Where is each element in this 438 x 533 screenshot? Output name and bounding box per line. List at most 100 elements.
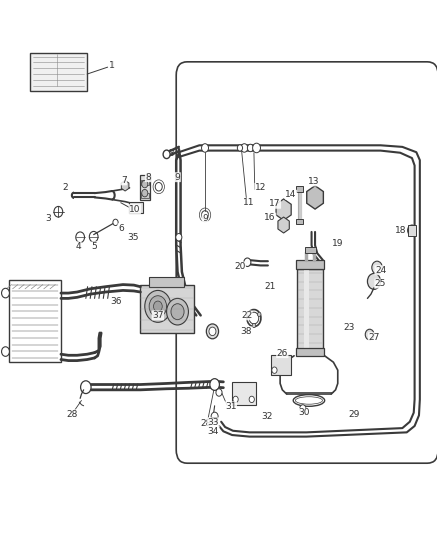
Circle shape bbox=[201, 211, 208, 219]
Text: 18: 18 bbox=[395, 226, 406, 235]
Circle shape bbox=[279, 204, 288, 215]
Text: 3: 3 bbox=[45, 214, 51, 223]
Bar bbox=[141, 180, 149, 185]
Circle shape bbox=[367, 273, 381, 289]
Bar bbox=[297, 269, 323, 354]
Text: 3: 3 bbox=[45, 214, 51, 223]
Text: 36: 36 bbox=[111, 296, 122, 305]
Bar bbox=[232, 382, 256, 405]
Text: 32: 32 bbox=[261, 412, 273, 421]
Circle shape bbox=[408, 225, 417, 236]
Text: 7: 7 bbox=[121, 176, 127, 185]
Text: 37: 37 bbox=[152, 311, 164, 320]
Bar bbox=[296, 219, 303, 224]
Text: 1: 1 bbox=[110, 61, 115, 70]
Text: 7: 7 bbox=[121, 176, 127, 185]
Text: 1: 1 bbox=[109, 61, 115, 70]
Text: 13: 13 bbox=[308, 177, 320, 186]
Text: 6: 6 bbox=[118, 224, 124, 233]
Circle shape bbox=[216, 389, 222, 396]
Text: 30: 30 bbox=[298, 408, 310, 417]
Text: 6: 6 bbox=[118, 224, 124, 233]
Circle shape bbox=[145, 290, 171, 322]
Circle shape bbox=[365, 329, 374, 340]
Bar bbox=[30, 53, 87, 91]
Bar bbox=[304, 269, 309, 354]
Text: 38: 38 bbox=[241, 327, 252, 336]
Polygon shape bbox=[276, 199, 291, 220]
Text: 36: 36 bbox=[111, 296, 122, 305]
Text: 4: 4 bbox=[76, 242, 81, 251]
Circle shape bbox=[81, 381, 91, 393]
Text: 18: 18 bbox=[395, 226, 406, 235]
Circle shape bbox=[300, 405, 306, 412]
Text: 31: 31 bbox=[225, 402, 237, 411]
Text: 38: 38 bbox=[241, 327, 252, 336]
Bar bbox=[212, 417, 217, 422]
Circle shape bbox=[247, 312, 251, 317]
Text: 37: 37 bbox=[152, 311, 164, 320]
Bar bbox=[149, 277, 184, 287]
Text: 33: 33 bbox=[208, 418, 219, 427]
Circle shape bbox=[142, 180, 148, 188]
Text: 17: 17 bbox=[269, 199, 281, 208]
Text: 12: 12 bbox=[255, 183, 266, 192]
Circle shape bbox=[249, 396, 254, 402]
Text: 9: 9 bbox=[175, 173, 180, 182]
Text: 29: 29 bbox=[349, 410, 360, 419]
Bar bbox=[271, 356, 291, 375]
Text: 20: 20 bbox=[234, 262, 246, 271]
Text: 17: 17 bbox=[269, 199, 281, 208]
Text: 34: 34 bbox=[208, 427, 219, 436]
Text: 23: 23 bbox=[343, 323, 355, 332]
Text: 25: 25 bbox=[375, 279, 386, 288]
Text: 33: 33 bbox=[208, 418, 219, 427]
Circle shape bbox=[155, 182, 162, 191]
Text: 19: 19 bbox=[332, 239, 344, 248]
Text: 20: 20 bbox=[234, 262, 246, 271]
Text: 14: 14 bbox=[285, 190, 297, 199]
Circle shape bbox=[2, 288, 10, 298]
Circle shape bbox=[237, 145, 243, 151]
Circle shape bbox=[210, 378, 219, 390]
Text: 16: 16 bbox=[265, 213, 276, 222]
Bar bbox=[296, 260, 324, 269]
Text: 10: 10 bbox=[129, 205, 141, 214]
Circle shape bbox=[142, 189, 148, 197]
Text: 28: 28 bbox=[66, 410, 78, 419]
Text: 22: 22 bbox=[241, 311, 252, 320]
Circle shape bbox=[163, 150, 170, 159]
Text: 29: 29 bbox=[349, 410, 360, 419]
Text: 16: 16 bbox=[265, 213, 276, 222]
Circle shape bbox=[176, 233, 182, 241]
Text: 8: 8 bbox=[145, 173, 151, 182]
Circle shape bbox=[153, 301, 162, 312]
Circle shape bbox=[2, 347, 10, 357]
Circle shape bbox=[233, 396, 238, 402]
Circle shape bbox=[166, 298, 188, 325]
Circle shape bbox=[252, 324, 256, 328]
Circle shape bbox=[244, 258, 251, 266]
Bar bbox=[130, 201, 143, 213]
Text: 13: 13 bbox=[308, 177, 320, 186]
Circle shape bbox=[247, 144, 254, 152]
Text: 11: 11 bbox=[243, 198, 254, 207]
Bar bbox=[140, 285, 194, 333]
Text: 35: 35 bbox=[127, 233, 138, 242]
Text: 9: 9 bbox=[175, 173, 180, 182]
Circle shape bbox=[201, 144, 208, 152]
Text: 30: 30 bbox=[298, 408, 310, 417]
Circle shape bbox=[211, 412, 218, 421]
Circle shape bbox=[206, 324, 219, 339]
Text: 12: 12 bbox=[255, 183, 266, 192]
Text: 26: 26 bbox=[277, 349, 288, 358]
Text: 28: 28 bbox=[200, 419, 212, 428]
Text: 27: 27 bbox=[368, 333, 380, 342]
Circle shape bbox=[241, 144, 248, 152]
Text: 28: 28 bbox=[200, 419, 212, 428]
Text: 35: 35 bbox=[127, 233, 138, 242]
Circle shape bbox=[54, 206, 63, 217]
Circle shape bbox=[89, 231, 98, 242]
Circle shape bbox=[310, 191, 320, 204]
Polygon shape bbox=[121, 180, 129, 191]
